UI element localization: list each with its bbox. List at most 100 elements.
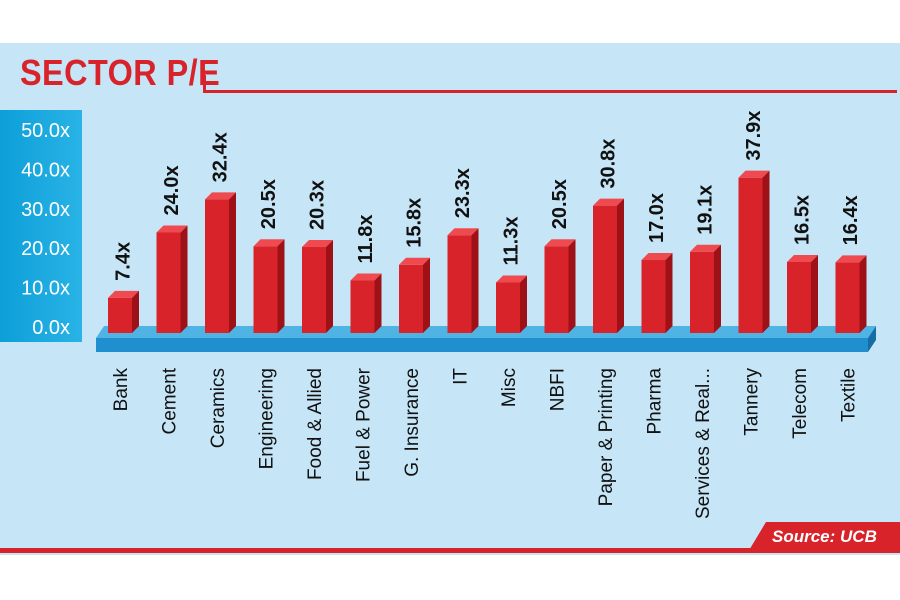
category-label: Fuel & Power <box>354 367 375 482</box>
bar-front <box>156 232 181 333</box>
bar-top <box>738 170 770 178</box>
source-label: Source: UCB <box>772 527 877 546</box>
bar-side <box>714 244 721 333</box>
bar <box>156 225 188 333</box>
bar-top <box>787 254 818 262</box>
data-label: 23.3x <box>452 168 474 218</box>
bar-side <box>811 254 818 333</box>
bar-front <box>302 247 326 333</box>
bar <box>544 239 576 333</box>
bar <box>302 240 333 333</box>
bar-top <box>399 257 430 265</box>
title-divider-tick <box>203 75 206 93</box>
bar-top <box>835 255 867 263</box>
bar-top <box>690 244 721 252</box>
bar-front <box>690 251 714 333</box>
bar-front <box>787 261 811 333</box>
bar-side <box>326 240 333 333</box>
category-label: Cement <box>160 367 181 434</box>
bar-side <box>520 275 527 333</box>
bar-front <box>544 246 569 333</box>
bar-top <box>253 239 285 247</box>
data-label: 11.3x <box>500 217 522 266</box>
category-label: Misc <box>499 368 520 407</box>
bar <box>641 253 673 333</box>
y-tick-label: 50.0x <box>21 120 70 142</box>
data-label: 20.3x <box>306 180 328 230</box>
bar-side <box>859 255 867 333</box>
data-label: 19.1x <box>694 185 716 235</box>
bar <box>447 228 479 333</box>
data-label: 20.5x <box>549 179 571 229</box>
bar-side <box>568 239 576 333</box>
y-tick-label: 40.0x <box>21 159 70 181</box>
bar-front <box>738 177 763 333</box>
category-label: Textile <box>839 368 860 422</box>
data-label: 32.4x <box>209 132 231 182</box>
data-label: 30.8x <box>597 139 619 189</box>
x-axis: Bank Cement Ceramics Engineering Food & Alli… <box>111 367 860 519</box>
category-label: Services & Real... <box>693 368 714 519</box>
base-front <box>96 338 868 352</box>
bar-side <box>471 228 479 333</box>
category-label: NBFI <box>548 368 569 411</box>
data-label: 16.5x <box>791 195 813 245</box>
bar-side <box>762 170 770 333</box>
y-axis: 0.0x 10.0x 20.0x 30.0x 40.0x 50.0x <box>21 120 70 339</box>
bar-front <box>641 260 666 333</box>
data-label: 17.0x <box>646 193 668 243</box>
bars <box>108 170 867 333</box>
footer-line <box>0 548 900 553</box>
bar-top <box>108 290 139 298</box>
y-tick-label: 20.0x <box>21 238 70 260</box>
bar-side <box>132 290 139 333</box>
base-top <box>96 326 876 338</box>
bar-top <box>544 239 576 247</box>
source-tag <box>748 522 900 552</box>
bar-front <box>350 280 375 333</box>
chart-base <box>96 326 876 352</box>
bar <box>787 254 818 333</box>
bar-side <box>229 192 236 333</box>
bar-side <box>617 198 624 333</box>
data-label: 11.8x <box>355 215 377 264</box>
bar <box>399 257 430 333</box>
y-tick-label: 0.0x <box>32 317 70 339</box>
bar-side <box>277 239 285 333</box>
bar <box>108 290 139 333</box>
base-side <box>868 326 876 352</box>
bar-top <box>350 273 382 281</box>
bar-top <box>205 192 236 200</box>
bar-top <box>641 253 673 261</box>
bar <box>593 198 624 333</box>
bar <box>350 273 382 333</box>
data-label: 24.0x <box>161 165 183 215</box>
y-tick-label: 30.0x <box>21 199 70 221</box>
bar <box>253 239 285 333</box>
bar <box>738 170 770 333</box>
data-label: 16.4x <box>840 195 862 245</box>
bar-top <box>496 275 527 283</box>
category-label: Tannery <box>742 368 763 436</box>
data-label: 7.4x <box>112 242 134 281</box>
bar <box>835 255 867 333</box>
bar-top <box>593 198 624 206</box>
data-label: 37.9x <box>743 111 765 161</box>
bar <box>205 192 236 333</box>
bar-front <box>447 235 472 333</box>
data-labels: 7.4x 24.0x 32.4x 20.5x 20.3x 11.8x 15.8x 23.3x 1… <box>112 111 862 281</box>
data-label: 15.8x <box>403 198 425 248</box>
bar <box>690 244 721 333</box>
category-label: Telecom <box>790 368 811 439</box>
category-label: Paper & Printing <box>596 368 617 506</box>
category-label: Engineering <box>257 368 278 469</box>
bar-front <box>593 205 617 333</box>
chart-title: SECTOR P/E <box>20 52 221 93</box>
data-label: 20.5x <box>258 179 280 229</box>
bar-side <box>423 257 430 333</box>
bar-front <box>399 264 423 333</box>
category-label: Pharma <box>645 368 666 435</box>
title-divider <box>205 90 897 93</box>
bar-top <box>302 240 333 248</box>
bar <box>496 275 527 333</box>
